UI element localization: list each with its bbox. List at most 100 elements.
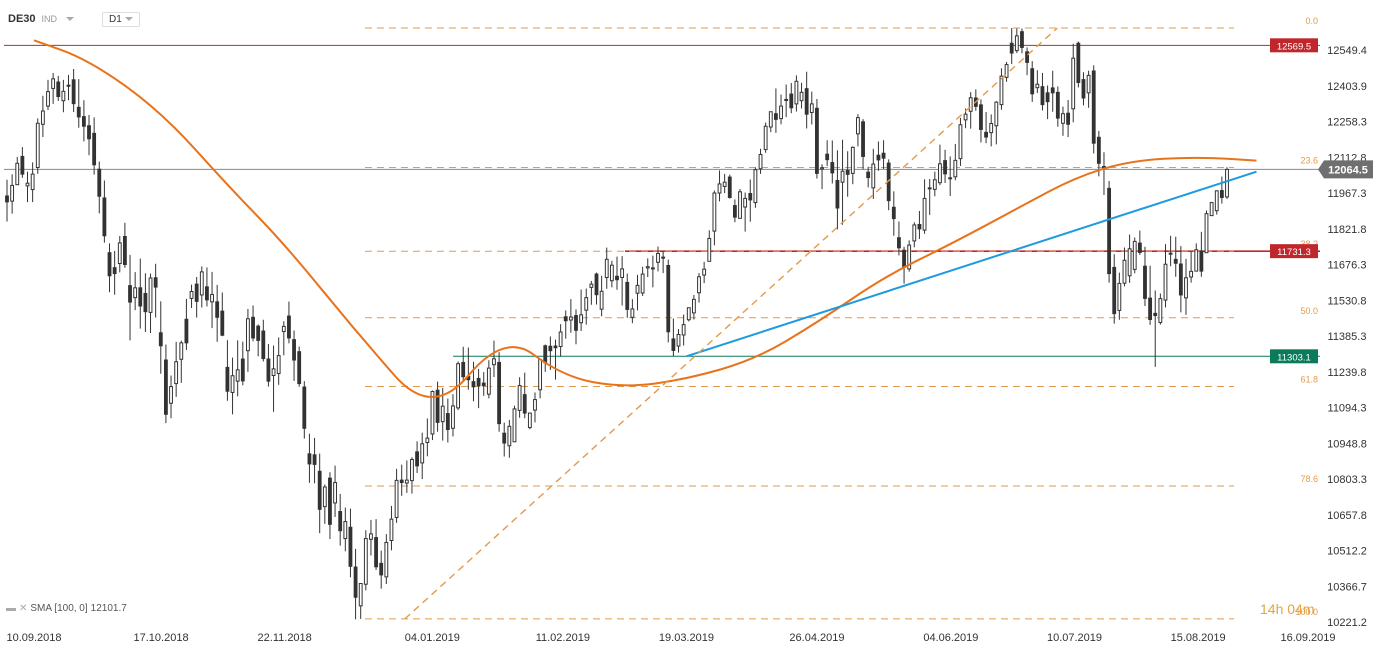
symbol-dropdown-icon[interactable]	[66, 17, 75, 21]
candle-body	[932, 179, 937, 190]
candle-body	[815, 107, 819, 174]
candle-body	[399, 479, 404, 484]
candle-body	[902, 249, 906, 268]
candle-body	[1102, 166, 1106, 169]
candle-body	[897, 237, 901, 249]
candle-body	[625, 281, 630, 310]
candle-body	[133, 287, 138, 299]
candle-body	[558, 331, 563, 348]
level-labels: 12569.5 11731.3 11303.1	[1270, 38, 1318, 364]
candle-body	[1086, 74, 1091, 94]
candle-body	[563, 316, 568, 322]
candle-body	[799, 91, 804, 102]
candle-body	[10, 184, 15, 202]
candle-body	[492, 358, 496, 366]
candle-body	[56, 81, 61, 98]
candle-body	[205, 286, 209, 301]
candle-body	[686, 307, 691, 321]
level-tag	[1270, 349, 1318, 364]
candle-body	[917, 223, 922, 230]
candle-body	[702, 268, 707, 276]
candlesticks	[5, 28, 1229, 620]
current-price-tag	[1318, 160, 1373, 179]
symbol-label[interactable]: DE30	[8, 13, 36, 25]
candle-body	[369, 533, 373, 540]
close-icon[interactable]: ✕	[19, 603, 28, 614]
candle-body	[671, 338, 676, 351]
candle-body	[1168, 252, 1173, 255]
candle-body	[66, 84, 71, 87]
candle-body	[840, 170, 845, 183]
candle-body	[866, 171, 871, 179]
candle-body	[748, 193, 753, 201]
candle-body	[527, 412, 532, 429]
candle-body	[220, 310, 225, 336]
indicator-value: 12101.7	[90, 603, 127, 614]
candle-body	[281, 325, 286, 333]
indicator-legend: ▬ ✕ SMA [100, 0] 12101.7	[6, 603, 127, 614]
x-tick-label: 26.04.2019	[789, 632, 844, 644]
candle-body	[809, 103, 814, 113]
x-tick-label: 19.03.2019	[659, 632, 714, 644]
candle-body	[538, 359, 543, 391]
candle-body	[348, 526, 353, 567]
candle-body	[1143, 265, 1147, 299]
candle-body	[856, 117, 860, 135]
candle-body	[804, 88, 809, 115]
trendlines	[404, 27, 1257, 620]
candle-body	[148, 277, 153, 313]
y-tick-label: 11385.3	[1328, 331, 1367, 343]
candle-body	[533, 399, 537, 411]
candle-body	[1122, 259, 1127, 284]
candle-body	[615, 275, 619, 281]
fib-level-label: 50.0	[1300, 306, 1318, 316]
candle-body	[763, 125, 768, 151]
x-tick-label: 15.08.2019	[1171, 632, 1226, 644]
level-tag-text: 12569.5	[1277, 41, 1311, 52]
candle-body	[158, 332, 163, 347]
level-tag	[1270, 38, 1318, 53]
candle-body	[732, 205, 737, 218]
candle-body	[440, 405, 445, 423]
candle-body	[604, 258, 609, 279]
candle-body	[768, 111, 773, 128]
fib-level-label: 100.0	[1295, 607, 1318, 617]
candle-body	[1020, 31, 1024, 48]
candle-body	[235, 369, 240, 382]
timeframe-select[interactable]: D1	[102, 11, 140, 27]
y-tick-label: 12403.9	[1327, 81, 1367, 93]
level-tag-text: 11731.3	[1277, 247, 1311, 258]
candle-body	[481, 382, 486, 387]
bars-icon[interactable]: ▬	[6, 603, 16, 614]
candle-body	[691, 298, 696, 314]
candle-body	[276, 355, 281, 375]
candle-body	[322, 486, 327, 508]
x-tick-label: 11.02.2019	[536, 632, 590, 644]
candle-body	[179, 342, 184, 360]
candle-body	[743, 197, 748, 208]
candle-body	[430, 390, 435, 435]
candle-body	[1178, 263, 1183, 296]
candle-body	[676, 333, 681, 347]
candle-body	[1194, 249, 1199, 272]
candle-body	[169, 386, 173, 404]
candle-body	[112, 267, 117, 275]
candle-body	[984, 131, 988, 138]
candle-body	[471, 381, 476, 388]
candle-body	[579, 314, 584, 324]
candle-body	[958, 124, 963, 160]
x-tick-label: 10.09.2018	[6, 632, 61, 644]
candle-body	[246, 318, 250, 352]
candle-body	[943, 160, 947, 175]
candle-body	[379, 562, 384, 576]
y-tick-label: 10948.8	[1327, 438, 1367, 450]
candle-body	[194, 283, 199, 302]
candle-body	[287, 315, 291, 339]
fib-level-label: 23.6	[1300, 155, 1318, 165]
candle-body	[1076, 42, 1081, 84]
candle-body	[599, 290, 604, 310]
candle-body	[1055, 91, 1060, 119]
horizontal-levels	[4, 44, 1320, 357]
candle-body	[1096, 136, 1101, 164]
